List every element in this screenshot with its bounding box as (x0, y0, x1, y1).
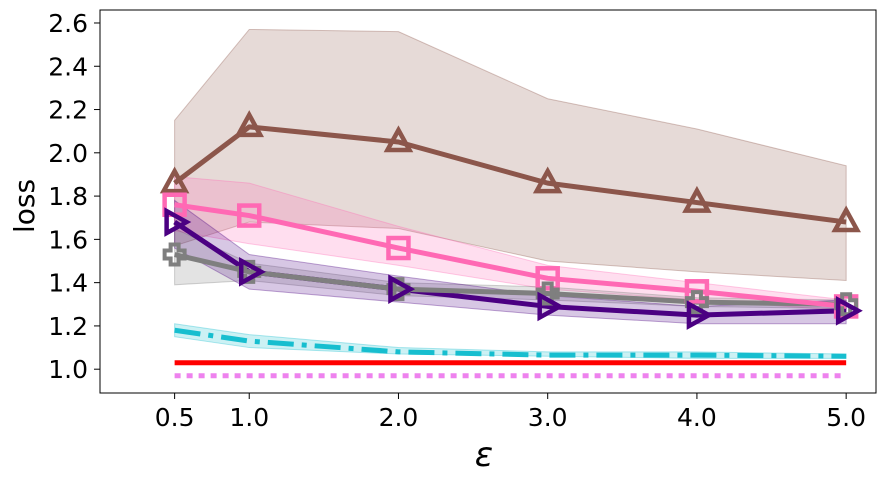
pink-square-point (236, 203, 262, 228)
brown-triangle-band (174, 28, 847, 282)
pink-square-line (174, 202, 847, 309)
purple-triangle-right-point (686, 300, 714, 330)
y-tick-label: 1.2 (48, 312, 88, 341)
y-tick-label: 1.4 (48, 269, 88, 298)
cyan-dashdot-band (174, 323, 847, 359)
y-tick-label: 2.2 (48, 96, 88, 125)
y-axis-label: loss (8, 179, 41, 233)
pink-square-point (684, 279, 710, 304)
y-tick-label: 1.8 (48, 182, 88, 211)
purple-triangle-right-point (238, 257, 266, 287)
brown-triangle-point (159, 166, 190, 194)
y-tick-label: 2.6 (48, 9, 88, 38)
series-markers (159, 110, 863, 330)
y-tick-label: 2.0 (48, 139, 88, 168)
purple-triangle-right-line (173, 219, 847, 318)
purple-triangle-right-point (835, 295, 863, 326)
purple-triangle-right-point (164, 207, 192, 237)
gray-plus-line (174, 252, 847, 307)
brown-triangle-point (383, 125, 414, 153)
y-axis-ticks: 1.0 1.2 1.4 1.6 1.8 2.0 2.2 2.4 2.6 (48, 9, 100, 384)
purple-triangle-right-band (174, 199, 847, 325)
x-tick-label: 5.0 (826, 403, 866, 432)
gray-plus-point (162, 242, 187, 267)
brown-triangle-point (831, 205, 861, 233)
pink-square-point (535, 266, 560, 291)
x-tick-label: 1.0 (229, 403, 269, 432)
brown-triangle-point (234, 110, 265, 138)
confidence-bands (174, 28, 847, 359)
x-axis-ticks: 0.5 1.0 2.0 3.0 4.0 5.0 (155, 393, 866, 432)
x-axis-label: ε (475, 435, 493, 475)
purple-triangle-right-point (388, 274, 416, 304)
plot-frame (99, 9, 877, 394)
y-tick-label: 1.0 (48, 355, 88, 384)
cyan-dashdot-line (174, 327, 847, 359)
pink-square-point (386, 235, 411, 261)
x-tick-label: 4.0 (677, 403, 717, 432)
purple-triangle-right-point (537, 291, 565, 322)
y-tick-label: 1.6 (48, 225, 88, 254)
brown-triangle-point (532, 166, 563, 194)
x-tick-label: 0.5 (155, 403, 195, 432)
x-tick-label: 3.0 (528, 403, 568, 432)
y-tick-label: 2.4 (48, 52, 88, 81)
brown-triangle-point (682, 185, 712, 213)
x-tick-label: 2.0 (379, 403, 419, 432)
